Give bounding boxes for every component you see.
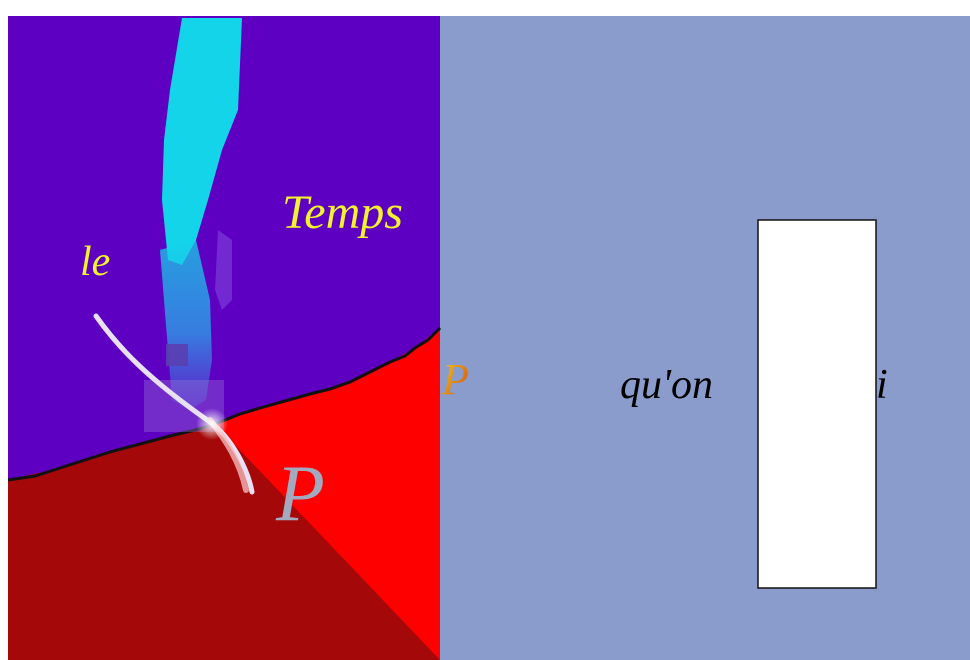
beam-square bbox=[166, 344, 188, 366]
cyan-beam bbox=[162, 18, 242, 265]
word-temps: Temps bbox=[282, 186, 403, 239]
word-p-large: P bbox=[275, 450, 325, 538]
word-quon: qu'on bbox=[620, 362, 713, 408]
crossing-glow bbox=[196, 408, 228, 440]
word-le: le bbox=[80, 239, 110, 285]
dark-red-wedge bbox=[8, 424, 440, 660]
horizon-line bbox=[7, 326, 442, 482]
beam-faint-streak bbox=[215, 230, 232, 310]
word-p-small: P bbox=[441, 355, 469, 404]
word-i: i bbox=[876, 362, 888, 408]
white-card bbox=[757, 219, 877, 589]
right-panel bbox=[440, 16, 970, 660]
beam-shadow bbox=[160, 240, 212, 410]
